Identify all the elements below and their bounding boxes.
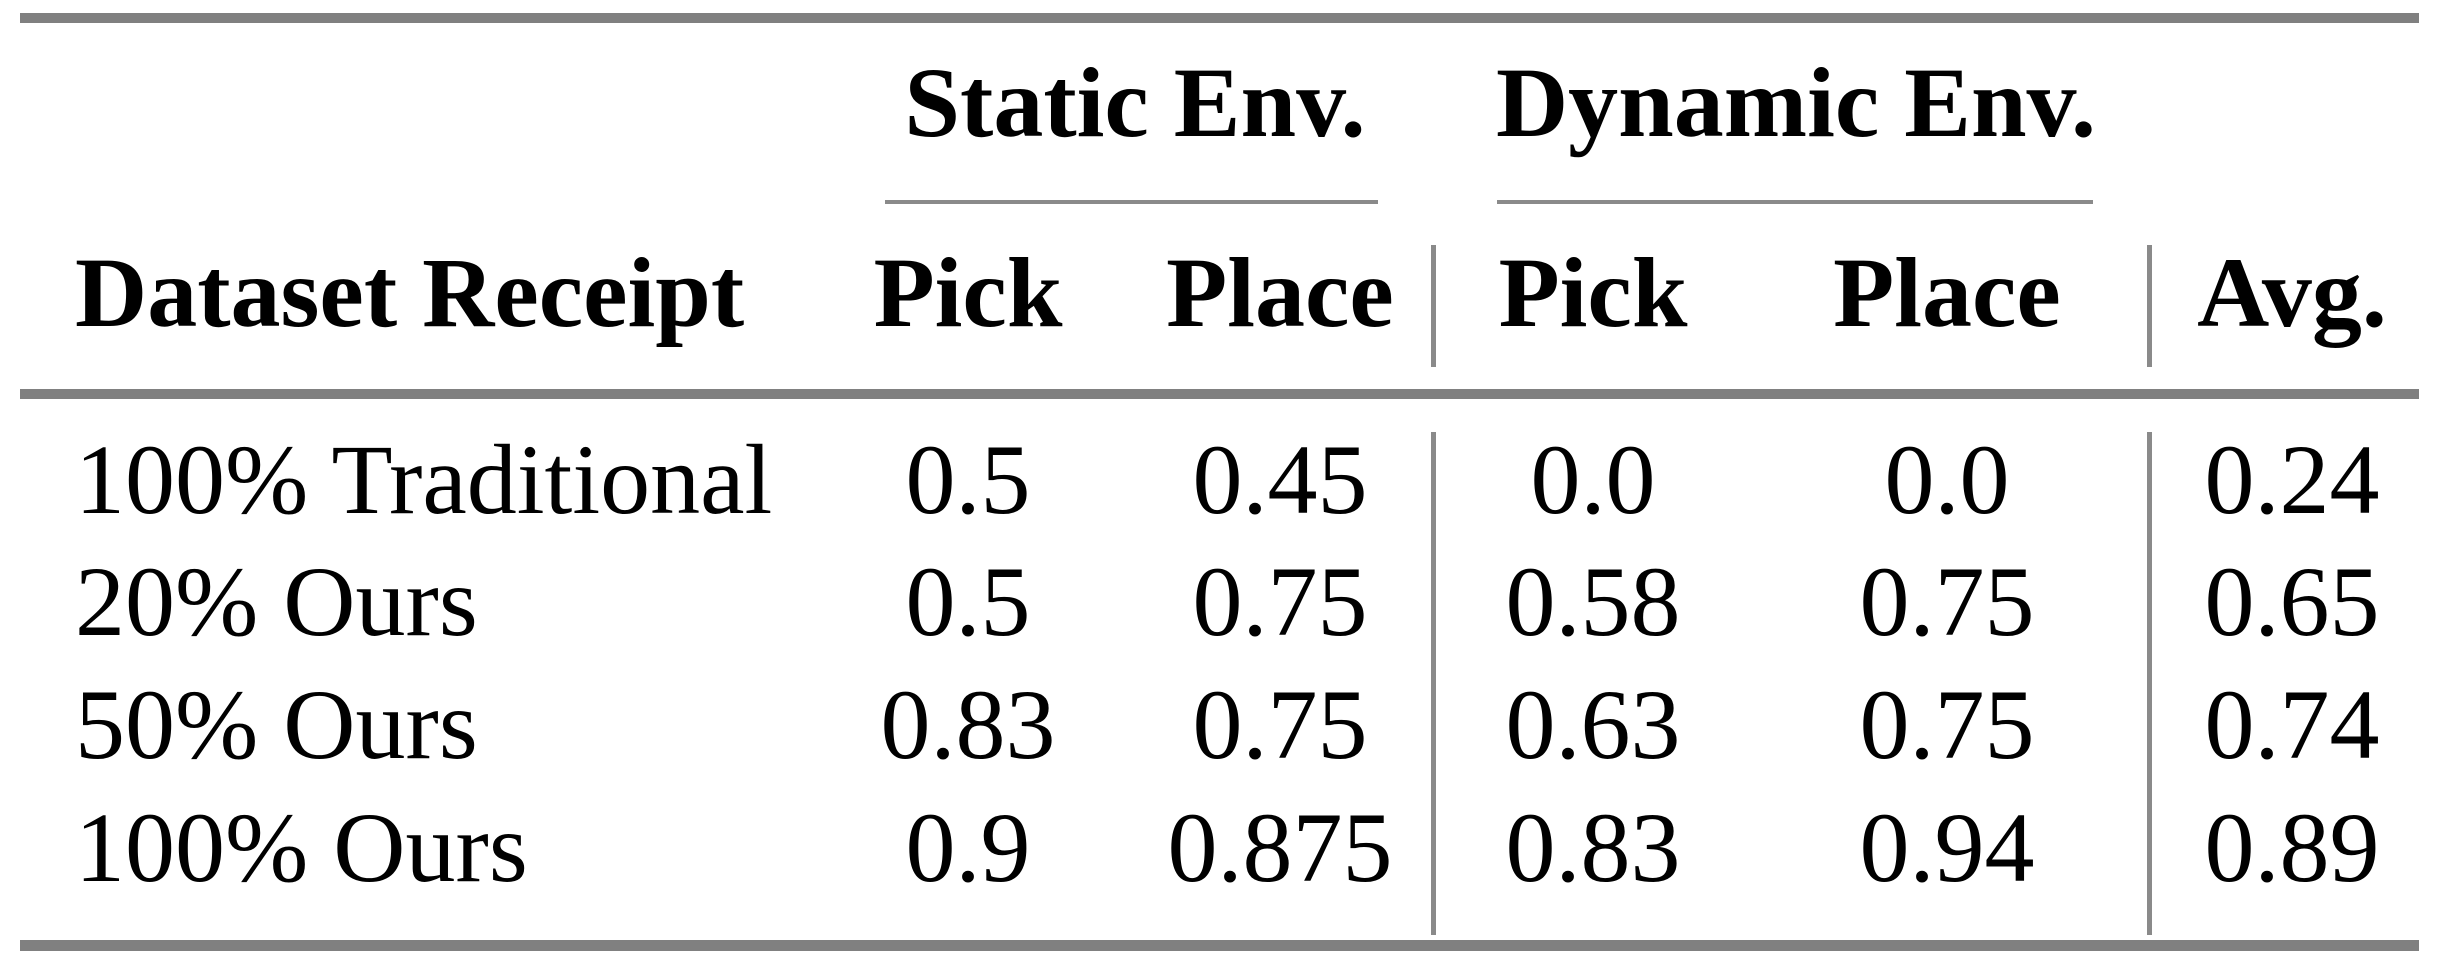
column-header-static-pick: Pick bbox=[873, 237, 1063, 348]
table-cell: 0.5 bbox=[905, 424, 1031, 535]
header-vertical-rule-1 bbox=[1431, 245, 1436, 367]
table-cell: 0.83 bbox=[1505, 792, 1681, 903]
table-cell: 0.9 bbox=[905, 792, 1031, 903]
header-vertical-rule-2 bbox=[2147, 245, 2152, 367]
top-rule bbox=[20, 13, 2419, 23]
table-cell: 0.75 bbox=[1192, 546, 1368, 657]
table-cell: 0.5 bbox=[905, 546, 1031, 657]
row-label: 100% Traditional bbox=[75, 424, 773, 535]
table-cell: 0.75 bbox=[1859, 669, 2035, 780]
row-label: 50% Ours bbox=[75, 669, 478, 780]
group-header-dynamic-env: Dynamic Env. bbox=[1495, 47, 2097, 158]
table-cell: 0.45 bbox=[1192, 424, 1368, 535]
table-cell: 0.63 bbox=[1505, 669, 1681, 780]
row-label: 100% Ours bbox=[75, 792, 528, 903]
table-cell: 0.875 bbox=[1167, 792, 1393, 903]
group-header-static-env: Static Env. bbox=[904, 47, 1366, 158]
table-cell: 0.74 bbox=[2204, 669, 2380, 780]
table-cell: 0.65 bbox=[2204, 546, 2380, 657]
column-header-avg: Avg. bbox=[2197, 237, 2387, 348]
column-header-dynamic-place: Place bbox=[1833, 237, 2061, 348]
table-cell: 0.0 bbox=[1530, 424, 1656, 535]
table-cell: 0.24 bbox=[2204, 424, 2380, 535]
table-cell: 0.58 bbox=[1505, 546, 1681, 657]
dynamic-env-underline bbox=[1497, 200, 2093, 204]
table-cell: 0.83 bbox=[880, 669, 1056, 780]
column-header-dynamic-pick: Pick bbox=[1498, 237, 1688, 348]
table-cell: 0.75 bbox=[1192, 669, 1368, 780]
body-vertical-rule-2 bbox=[2147, 432, 2152, 935]
table-cell: 0.0 bbox=[1884, 424, 2010, 535]
header-body-rule bbox=[20, 389, 2419, 399]
column-header-dataset-receipt: Dataset Receipt bbox=[75, 237, 745, 348]
table-cell: 0.89 bbox=[2204, 792, 2380, 903]
body-vertical-rule-1 bbox=[1431, 432, 1436, 935]
static-env-underline bbox=[885, 200, 1378, 204]
column-header-static-place: Place bbox=[1166, 237, 1394, 348]
table-cell: 0.94 bbox=[1859, 792, 2035, 903]
bottom-rule bbox=[20, 940, 2419, 951]
table-cell: 0.75 bbox=[1859, 546, 2035, 657]
row-label: 20% Ours bbox=[75, 546, 478, 657]
